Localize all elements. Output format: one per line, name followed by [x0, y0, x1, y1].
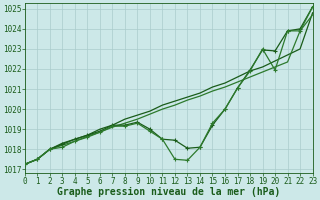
X-axis label: Graphe pression niveau de la mer (hPa): Graphe pression niveau de la mer (hPa) — [57, 187, 280, 197]
